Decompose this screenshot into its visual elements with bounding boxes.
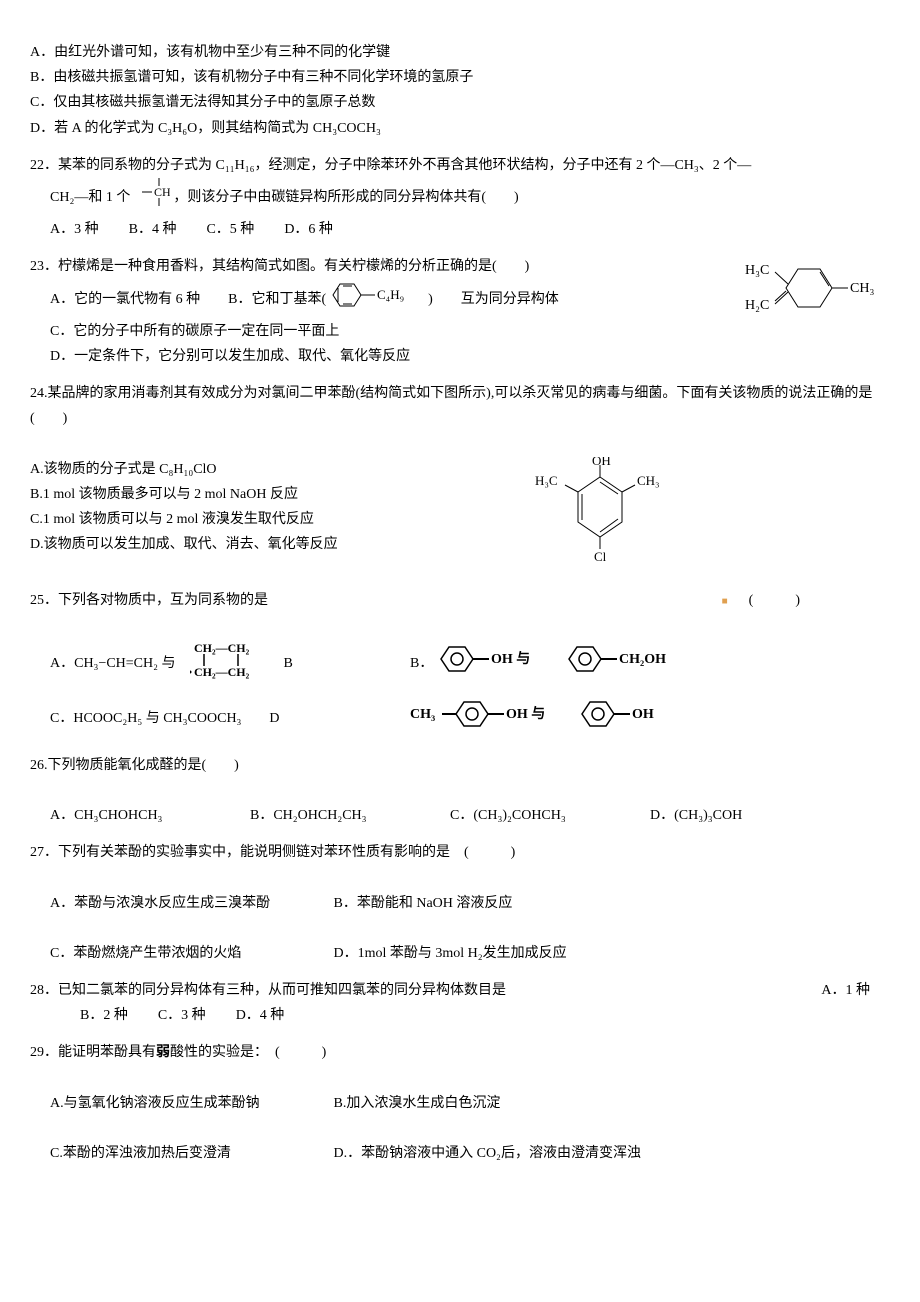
h3c-label: H₃C xyxy=(745,263,769,278)
phenol-vs-benzyl-icon: OH 与 CH₂OH xyxy=(437,642,757,685)
q21-opt-c: C．仅由其核磁共振氢谱无法得知其分子中的氢原子总数 xyxy=(30,90,890,115)
svg-text:CH₂—CH₂: CH₂—CH₂ xyxy=(194,665,250,679)
q27: 27．下列有关苯酚的实验事实中，能说明侧链对苯环性质有影响的是 ( ) A．苯酚… xyxy=(30,840,890,966)
svg-text:OH 与: OH 与 xyxy=(506,706,545,722)
q22-opt-d: D．6 种 xyxy=(284,217,333,242)
q25-stem: 25．下列各对物质中，互为同系物的是 xyxy=(30,588,268,613)
q22-stem-line2: CH₂—和 1 个 CH ，则该分子中由碳链异构所形成的同分异构体共有( ) xyxy=(50,178,890,217)
q29-stem: 29．能证明苯酚具有弱酸性的实验是： ( ) xyxy=(30,1040,890,1065)
q27-opt-b: B．苯酚能和 NaOH 溶液反应 xyxy=(334,896,513,911)
benzene-butyl-icon: C₄H₉ xyxy=(330,280,425,319)
q25-opt-a-after: B xyxy=(270,651,293,676)
q22-stem-line1: 22．某苯的同系物的分子式为 C₁₁H₁₆，经测定，分子中除苯环外不再含其他环状… xyxy=(30,153,890,178)
q23-a-after: ) 互为同分异构体 xyxy=(428,291,559,306)
q21-opt-a: A．由红光外谱可知，该有机物中至少有三种不同的化学键 xyxy=(30,40,890,65)
q28-opt-c: C．3 种 xyxy=(158,1003,206,1028)
q22: 22．某苯的同系物的分子式为 C₁₁H₁₆，经测定，分子中除苯环外不再含其他环状… xyxy=(30,153,890,243)
svg-text:CH₂—CH₂: CH₂—CH₂ xyxy=(194,641,250,655)
ch3-label: CH₃ xyxy=(850,281,874,296)
q26-opt-a: A．CH₃CHOHCH₃ xyxy=(50,803,220,828)
svg-text:CH₃: CH₃ xyxy=(637,473,660,488)
q25: 25．下列各对物质中，互为同系物的是 ■ ( ) A．CH₃−CH=CH₂ 与 … xyxy=(30,588,890,741)
q25-paren: ( ) xyxy=(749,593,800,608)
q24-stem: 24.某品牌的家用消毒剂其有效成分为对氯间二甲苯酚(结构简式如下图所示),可以杀… xyxy=(30,381,890,431)
q22-opt-a: A．3 种 xyxy=(50,217,99,242)
svg-text:H₃C: H₃C xyxy=(535,473,558,488)
q24-opt-b: B.1 mol 该物质最多可以与 2 mol NaOH 反应 xyxy=(30,482,890,507)
q21-opt-d: D．若 A 的化学式为 C₃H₆O，则其结构简式为 CH₃COCH₃ xyxy=(30,116,890,141)
q25-opt-c: C．HCOOC₂H₅ 与 CH₃COOCH₃ D xyxy=(50,711,280,726)
chloroxylenol-figure: OH H₃C CH₃ Cl xyxy=(530,457,670,576)
svg-text:OH: OH xyxy=(592,457,611,468)
q27-row2: C．苯酚燃烧产生带浓烟的火焰 D．1mol 苯酚与 3mol H₂发生加成反应 xyxy=(50,941,890,966)
q25-opt-a-before: A．CH₃−CH=CH₂ 与 xyxy=(50,651,176,676)
q21-opt-b: B．由核磁共振氢谱可知，该有机物分子中有三种不同化学环境的氢原子 xyxy=(30,65,890,90)
methylphenol-vs-phenol-icon: CH₃ OH 与 OH xyxy=(410,697,770,740)
q26-stem: 26.下列物质能氧化成醛的是( ) xyxy=(30,753,890,778)
svg-text:CH: CH xyxy=(154,185,170,199)
q23-opt-d: D．一定条件下，它分别可以发生加成、取代、氧化等反应 xyxy=(50,344,890,369)
svg-text:CH₂OH: CH₂OH xyxy=(619,652,666,667)
q26-opt-b: B．CH₂OHCH₂CH₃ xyxy=(250,803,420,828)
q25-opt-b: B． xyxy=(410,651,433,676)
q28-stem: 28．已知二氯苯的同分异构体有三种，从而可推知四氯苯的同分异构体数目是 xyxy=(30,978,506,1003)
svg-text:OH: OH xyxy=(632,707,654,722)
limonene-figure: H₃C H₂C CH₃ xyxy=(740,254,890,333)
q29-opt-c: C.苯酚的浑浊液加热后变澄清 xyxy=(50,1141,330,1166)
orange-dot: ■ xyxy=(722,596,728,607)
cyclobutane-icon: CH₂—CH₂ CH₂—CH₂ xyxy=(190,638,270,689)
q22-opt-c: C．5 种 xyxy=(206,217,254,242)
q26-opt-c: C．(CH₃)₂COHCH₃ xyxy=(450,803,620,828)
h2c-label: H₂C xyxy=(745,298,769,313)
q22-stem2-before: CH₂—和 1 个 xyxy=(50,190,130,205)
q23-a-before: A．它的一氯代物有 6 种 B．它和丁基苯( xyxy=(50,291,326,306)
q22-opt-b: B．4 种 xyxy=(129,217,177,242)
q26-opts: A．CH₃CHOHCH₃ B．CH₂OHCH₂CH₃ C．(CH₃)₂COHCH… xyxy=(50,803,890,828)
q28-opt-a: A．1 种 xyxy=(821,978,870,1003)
q26-opt-d: D．(CH₃)₃COH xyxy=(650,803,742,828)
q28: 28．已知二氯苯的同分异构体有三种，从而可推知四氯苯的同分异构体数目是 A．1 … xyxy=(30,978,890,1028)
q24-opt-a: A.该物质的分子式是 C₈H₁₀ClO xyxy=(30,457,890,482)
svg-text:CH₃: CH₃ xyxy=(410,707,435,722)
q29-opt-d: D.．苯酚钠溶液中通入 CO₂后，溶液由澄清变浑浊 xyxy=(334,1146,641,1161)
svg-text:OH 与: OH 与 xyxy=(491,651,530,667)
q27-opt-d: D．1mol 苯酚与 3mol H₂发生加成反应 xyxy=(334,946,567,961)
q29-row2: C.苯酚的浑浊液加热后变澄清 D.．苯酚钠溶液中通入 CO₂后，溶液由澄清变浑浊 xyxy=(50,1141,890,1166)
q29-row1: A.与氢氧化钠溶液反应生成苯酚钠 B.加入浓溴水生成白色沉淀 xyxy=(50,1091,890,1116)
q24-opt-c: C.1 mol 该物质可以与 2 mol 液溴发生取代反应 xyxy=(30,507,890,532)
q29-opt-a: A.与氢氧化钠溶液反应生成苯酚钠 xyxy=(50,1091,330,1116)
svg-text:Cl: Cl xyxy=(594,549,607,564)
q21-options: A．由红光外谱可知，该有机物中至少有三种不同的化学键 B．由核磁共振氢谱可知，该… xyxy=(30,40,890,141)
q25-row-cd: C．HCOOC₂H₅ 与 CH₃COOCH₃ D CH₃ OH 与 OH xyxy=(30,697,890,740)
svg-text:C₄H₉: C₄H₉ xyxy=(377,287,404,302)
q25-row-ab: A．CH₃−CH=CH₂ 与 CH₂—CH₂ CH₂—CH₂ B B． xyxy=(30,638,890,689)
q22-stem2-after: ，则该分子中由碳链异构所形成的同分异构体共有( ) xyxy=(173,190,518,205)
q27-row1: A．苯酚与浓溴水反应生成三溴苯酚 B．苯酚能和 NaOH 溶液反应 xyxy=(50,891,890,916)
q27-opt-a: A．苯酚与浓溴水反应生成三溴苯酚 xyxy=(50,891,330,916)
q26: 26.下列物质能氧化成醛的是( ) A．CH₃CHOHCH₃ B．CH₂OHCH… xyxy=(30,753,890,829)
q24: 24.某品牌的家用消毒剂其有效成分为对氯间二甲苯酚(结构简式如下图所示),可以杀… xyxy=(30,381,890,576)
q28-opt-b: B．2 种 xyxy=(80,1003,128,1028)
q29-opt-b: B.加入浓溴水生成白色沉淀 xyxy=(334,1096,501,1111)
q23: H₃C H₂C CH₃ 23．柠檬烯是一种食用香料，其结构简式如图。有关柠檬烯的… xyxy=(30,254,890,369)
q29: 29．能证明苯酚具有弱酸性的实验是： ( ) A.与氢氧化钠溶液反应生成苯酚钠 … xyxy=(30,1040,890,1166)
q28-opt-d: D．4 种 xyxy=(236,1003,285,1028)
q27-opt-c: C．苯酚燃烧产生带浓烟的火焰 xyxy=(50,941,330,966)
ch-fragment-icon: CH xyxy=(134,178,170,217)
q27-stem: 27．下列有关苯酚的实验事实中，能说明侧链对苯环性质有影响的是 ( ) xyxy=(30,840,890,865)
q22-opts: A．3 种 B．4 种 C．5 种 D．6 种 xyxy=(50,217,890,242)
q24-opt-d: D.该物质可以发生加成、取代、消去、氧化等反应 xyxy=(30,532,890,557)
